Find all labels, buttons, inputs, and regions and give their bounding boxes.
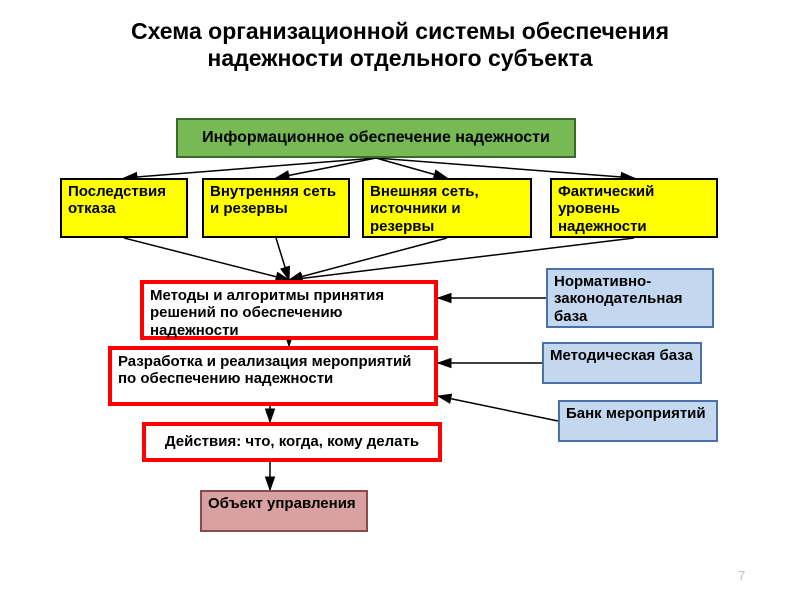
node-b3: Банк мероприятий [558, 400, 718, 442]
node-b2: Методическая база [542, 342, 702, 384]
node-r1: Методы и алгоритмы принятия решений по о… [140, 280, 438, 340]
node-y3: Внешняя сеть, источники и резервы [362, 178, 532, 238]
diagram-title: Схема организационной системы обеспечени… [60, 18, 740, 72]
edge-3 [376, 158, 634, 178]
node-y4: Фактический уровень надежности [550, 178, 718, 238]
edge-2 [376, 158, 447, 178]
node-top_green: Информационное обеспечение надежности [176, 118, 576, 158]
node-obj: Объект управления [200, 490, 368, 532]
slide-number: 7 [738, 568, 745, 583]
edge-4 [124, 238, 289, 280]
edge-0 [124, 158, 376, 178]
edge-6 [289, 238, 447, 280]
edge-5 [276, 238, 289, 280]
edge-1 [276, 158, 376, 178]
node-r3: Действия: что, когда, кому делать [142, 422, 442, 462]
node-y2: Внутренняя сеть и резервы [202, 178, 350, 238]
node-y1: Последствия отказа [60, 178, 188, 238]
node-r2: Разработка и реализация мероприятий по о… [108, 346, 438, 406]
node-b1: Нормативно-законодательная база [546, 268, 714, 328]
edge-13 [438, 396, 558, 421]
